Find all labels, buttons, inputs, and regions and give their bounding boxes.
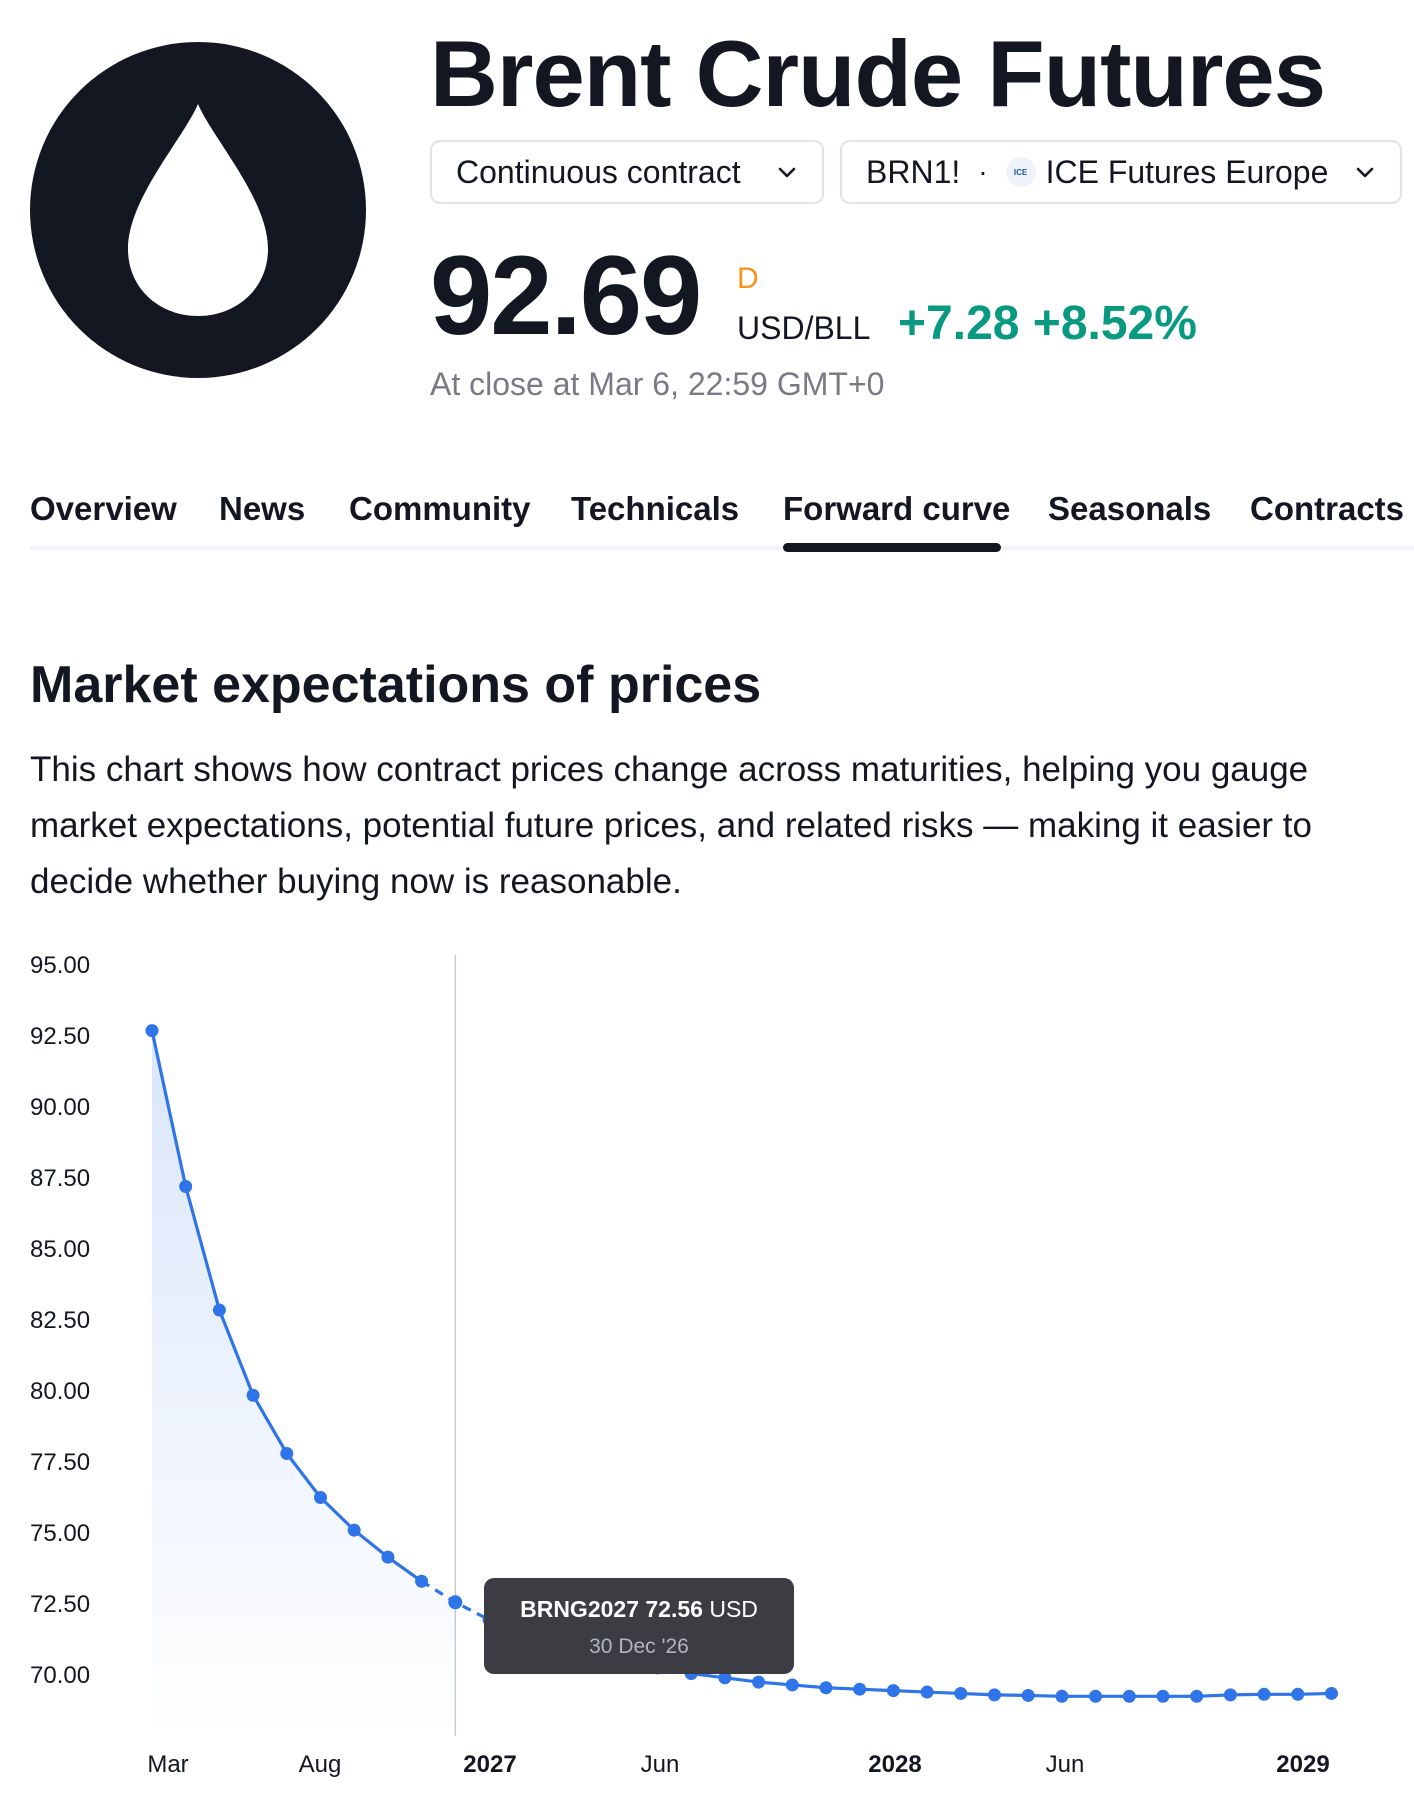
data-point[interactable] [415,1574,429,1588]
tab-forward-curve[interactable]: Forward curve [783,490,1011,527]
tab-contracts[interactable]: Contracts [1250,490,1405,527]
data-point[interactable] [853,1682,867,1696]
delayed-flag: D [737,262,759,295]
data-point[interactable] [954,1686,968,1700]
x-tick-label: 2028 [868,1751,921,1778]
chart-tooltip: BRNG2027 72.56 USD 30 Dec '26 [484,1578,794,1674]
data-point[interactable] [246,1388,260,1402]
section-description: This chart shows how contract prices cha… [30,750,1312,901]
last-price: 92.69 [430,233,702,358]
data-point[interactable] [1190,1689,1204,1703]
change-value: +7.28 [898,297,1020,350]
x-tick-label: Aug [299,1751,342,1778]
y-tick-label: 70.00 [30,1662,90,1689]
data-point[interactable] [1156,1689,1170,1703]
exchange-label: ICE Futures Europe [1045,153,1329,190]
data-point[interactable] [212,1303,226,1317]
data-point[interactable] [1122,1689,1136,1703]
y-tick-label: 95.00 [30,952,90,979]
data-point[interactable] [1291,1687,1305,1701]
y-tick-label: 85.00 [30,1236,90,1263]
data-point[interactable] [1257,1687,1271,1701]
y-tick-label: 80.00 [30,1378,90,1405]
tab-news[interactable]: News [219,490,306,527]
data-point[interactable] [1021,1688,1035,1702]
tooltip-unit: USD [709,1596,758,1622]
x-tick-label: Jun [641,1751,680,1778]
data-point[interactable] [1089,1689,1103,1703]
x-tick-label: Mar [147,1751,188,1778]
data-point[interactable] [920,1685,934,1699]
x-tick-label: Jun [1046,1751,1085,1778]
tab-seasonals[interactable]: Seasonals [1048,490,1212,527]
symbol-label: BRN1! [866,153,961,190]
contract-type-dropdown[interactable]: Continuous contract [430,140,824,204]
separator-dot: · [978,156,988,187]
tab-overview[interactable]: Overview [30,490,177,527]
y-tick-label: 75.00 [30,1520,90,1547]
data-point[interactable] [314,1491,327,1504]
data-point[interactable] [448,1595,463,1610]
change-percent: +8.52% [1032,297,1197,350]
data-point[interactable] [347,1523,361,1537]
curve-area-fill [152,1030,456,1736]
section-title: Market expectations of prices [30,656,762,714]
price-change: +7.28 +8.52% [898,296,1197,351]
y-tick-label: 72.50 [30,1591,90,1618]
data-point[interactable] [752,1675,766,1689]
y-tick-label: 92.50 [30,1023,90,1050]
chevron-down-icon [1356,167,1374,178]
tab-community[interactable]: Community [349,490,531,527]
data-point[interactable] [785,1678,799,1692]
chevron-down-icon [778,167,796,178]
tab-technicals[interactable]: Technicals [571,490,740,527]
data-point[interactable] [381,1550,395,1564]
y-tick-label: 82.50 [30,1307,90,1334]
forward-curve-chart[interactable]: 95.00 92.50 90.00 87.50 85.00 82.50 80.00 77.50… [0,940,1414,1800]
x-tick-label: 2029 [1276,1751,1329,1778]
data-point[interactable] [1055,1689,1069,1703]
data-point[interactable] [886,1684,900,1698]
y-tick-label: 77.50 [30,1449,90,1476]
data-point[interactable] [179,1180,193,1194]
data-point[interactable] [1325,1686,1338,1700]
commodity-logo [30,42,366,378]
data-point[interactable] [145,1024,159,1038]
data-point[interactable] [819,1681,833,1695]
contract-type-label: Continuous contract [456,153,741,190]
x-tick-label: 2027 [463,1751,516,1778]
y-tick-label: 90.00 [30,1094,90,1121]
y-axis: 95.00 92.50 90.00 87.50 85.00 82.50 80.00 77.50… [30,952,90,1689]
y-tick-label: 87.50 [30,1165,90,1192]
close-timestamp: At close at Mar 6, 22:59 GMT+0 [430,366,885,402]
exchange-icon: ICE [1005,157,1036,187]
x-axis: Mar Aug 2027 Jun 2028 Jun 2029 [147,1751,1329,1778]
oil-drop-icon [128,104,268,316]
active-tab-indicator [783,543,1001,552]
page-title: Brent Crude Futures [430,21,1326,126]
tooltip-symbol: BRNG2027 [520,1596,639,1622]
price-unit: USD/BLL [737,310,871,346]
tabs-divider [30,546,1414,550]
tab-bar: Overview News Community Technicals Forwa… [30,490,1414,550]
tooltip-date: 30 Dec '26 [589,1635,689,1658]
data-point[interactable] [280,1446,294,1460]
symbol-exchange-dropdown[interactable]: BRN1! · ICE ICE Futures Europe [840,140,1402,204]
data-point[interactable] [1223,1688,1237,1702]
data-point[interactable] [718,1671,732,1685]
data-point[interactable] [988,1688,1001,1702]
tooltip-price: 72.56 [645,1596,703,1622]
